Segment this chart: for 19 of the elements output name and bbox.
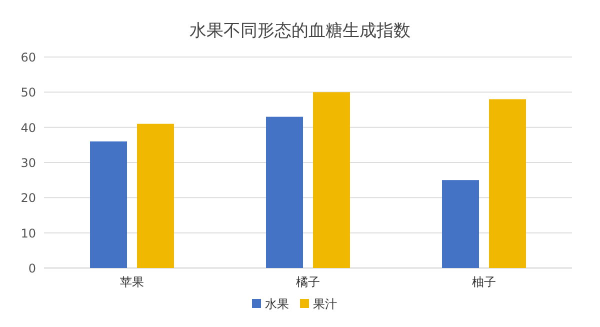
bar [266,116,303,268]
y-tick-label: 10 [20,226,36,240]
legend-label: 水果 [265,297,289,311]
y-tick-label: 60 [20,50,36,64]
y-tick-label: 40 [20,120,36,135]
bar [313,92,350,268]
legend-label: 果汁 [313,297,337,311]
bar [137,124,174,268]
y-tick-label: 50 [20,86,36,100]
bar [442,180,479,268]
y-tick-label: 30 [20,156,36,170]
x-tick-label: 橘子 [296,275,320,289]
bar [90,141,127,268]
bar [489,99,526,268]
chart-title: 水果不同形态的血糖生成指数 [190,21,410,41]
x-tick-label: 苹果 [120,275,144,289]
y-tick-label: 20 [20,191,36,206]
x-tick-label: 柚子 [472,275,496,289]
y-tick-label: 0 [28,262,36,276]
